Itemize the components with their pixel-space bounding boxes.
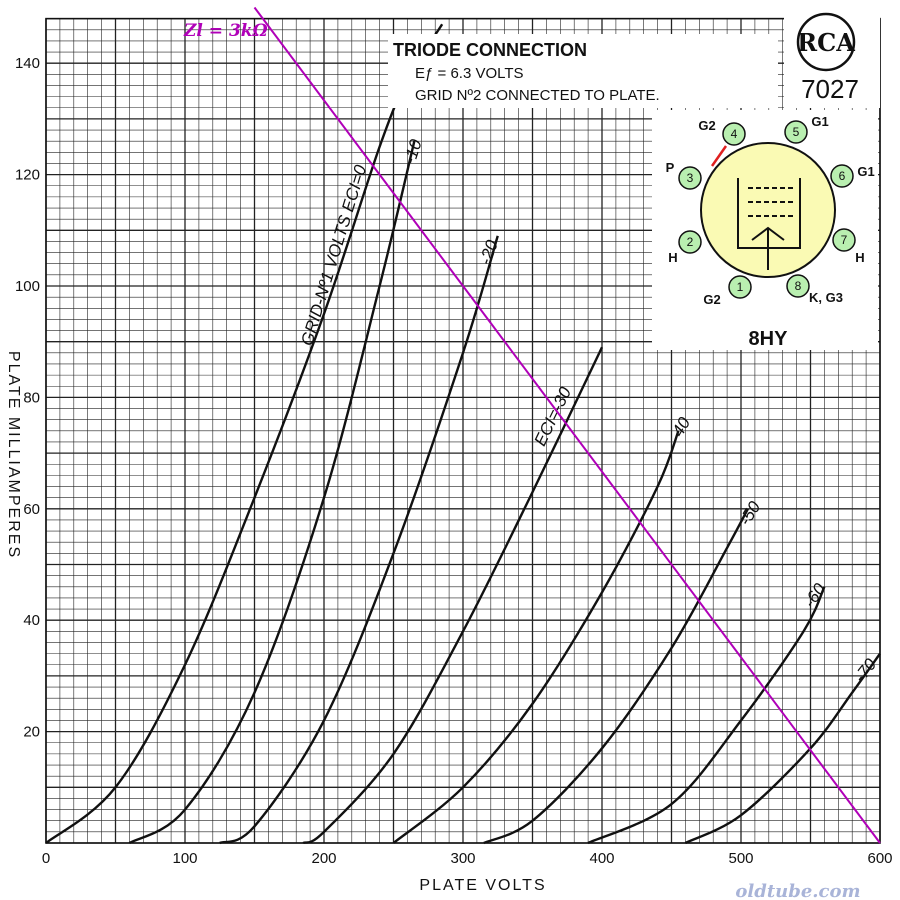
- plate-curve: [302, 346, 604, 845]
- y-tick-label: 120: [15, 167, 40, 184]
- pin-number: 6: [839, 169, 846, 183]
- pin-2: [678, 230, 702, 254]
- tick-labels: 0 100 200 300 400 500 600 20 40 60 80 100 120 140: [15, 55, 893, 867]
- info-line-2: Eƒ = 6.3 VOLTS: [415, 65, 524, 82]
- rca-logo: RCA 7027: [784, 8, 880, 108]
- load-line: [253, 6, 881, 844]
- y-tick-label: 40: [23, 612, 40, 629]
- y-tick-label: 140: [15, 55, 40, 72]
- watermark: oldtube.com: [735, 881, 860, 900]
- x-tick-label: 300: [450, 850, 475, 867]
- pin-label: G1: [811, 114, 828, 129]
- pin-label: K, G3: [809, 290, 843, 305]
- info-line-1: TRIODE CONNECTION: [393, 40, 587, 60]
- pin-label: H: [668, 250, 677, 265]
- x-tick-label: 0: [42, 850, 50, 867]
- plate-curve: [219, 235, 499, 845]
- pin-4: [722, 122, 746, 146]
- pin-5: [784, 120, 808, 144]
- plate-curve: [684, 652, 881, 845]
- plot-frame: [45, 17, 881, 844]
- pin-number: 3: [687, 171, 694, 185]
- info-line-3: GRID Nº2 CONNECTED TO PLATE.: [415, 87, 660, 104]
- info-header: TRIODE CONNECTION Eƒ = 6.3 VOLTS GRID Nº…: [388, 34, 778, 108]
- pin-1: [728, 275, 752, 299]
- tube-type: 7027: [801, 74, 859, 104]
- pin-number: 5: [793, 125, 800, 139]
- pin-number: 1: [737, 280, 744, 294]
- electrode-symbol: [737, 178, 801, 270]
- tube-envelope: [700, 142, 836, 278]
- x-tick-label: 400: [589, 850, 614, 867]
- pin-label: P: [666, 160, 675, 175]
- y-axis-title: PLATE MILLIAMPERES: [5, 351, 22, 559]
- load-line-label: Zl = 3kΩ: [183, 21, 268, 41]
- plate-curve: [483, 508, 750, 845]
- pin-8: [786, 274, 810, 298]
- plate-curve: [128, 140, 416, 845]
- rca-logo-text: RCA: [797, 28, 855, 57]
- plate-curve: [392, 430, 680, 844]
- base-code: 8HY: [749, 328, 789, 350]
- y-tick-label: 80: [23, 389, 40, 406]
- y-tick-label: 20: [23, 724, 40, 741]
- pin-number: 2: [687, 235, 694, 249]
- y-tick-label: 100: [15, 278, 40, 295]
- plate-curve: [587, 586, 826, 845]
- x-axis-title: PLATE VOLTS: [419, 877, 546, 894]
- pin-label: G2: [698, 118, 715, 133]
- y-tick-label: 60: [23, 501, 40, 518]
- x-tick-label: 100: [172, 850, 197, 867]
- g2-plate-strap: [710, 145, 728, 167]
- pin-label: H: [855, 250, 864, 265]
- pin-number: 8: [795, 279, 802, 293]
- pin-label: G2: [703, 292, 720, 307]
- pin-6: [830, 164, 854, 188]
- x-tick-label: 200: [311, 850, 336, 867]
- pin-label: G1: [857, 164, 874, 179]
- pin-number: 4: [731, 127, 738, 141]
- pin-7: [832, 228, 856, 252]
- pin-number: 7: [841, 233, 848, 247]
- pin-3: [678, 166, 702, 190]
- x-tick-label: 600: [867, 850, 892, 867]
- x-tick-label: 500: [728, 850, 753, 867]
